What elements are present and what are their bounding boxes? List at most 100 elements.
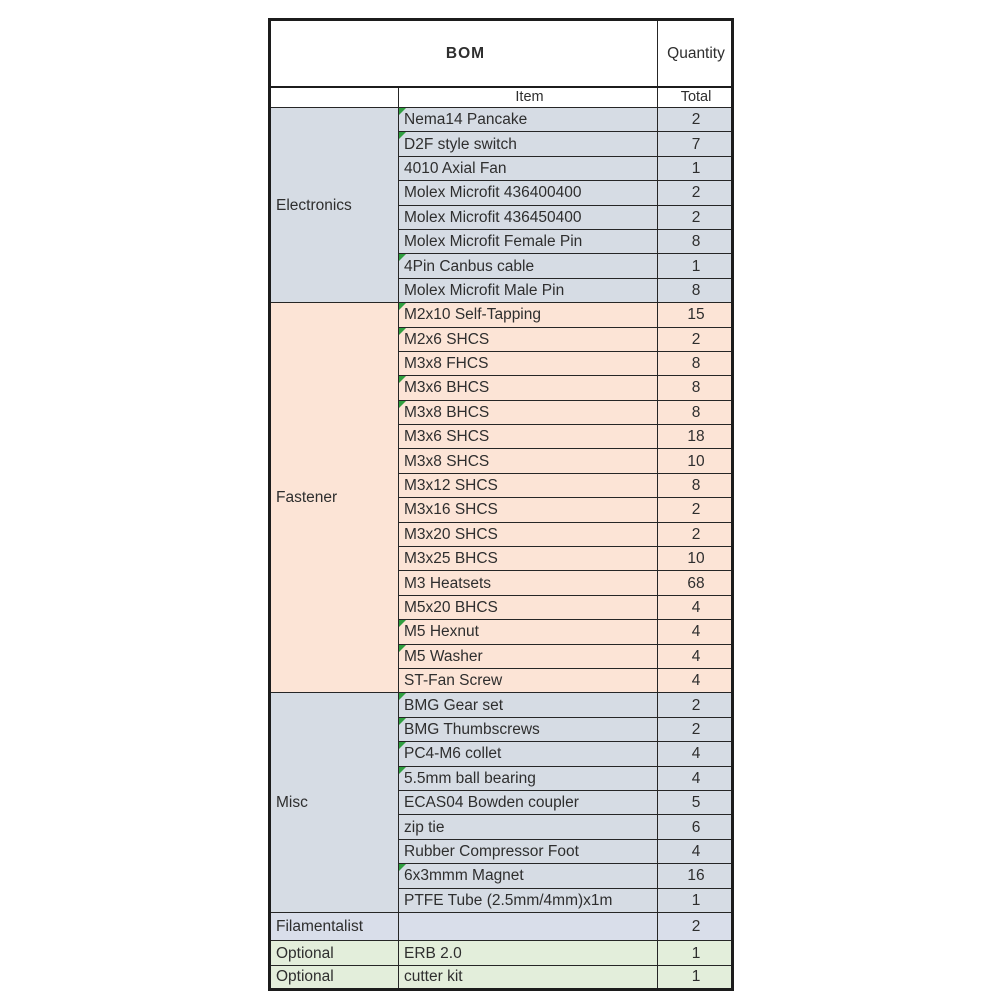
total-cell: 2: [657, 326, 734, 352]
item-cell: Molex Microfit 436400400: [397, 180, 659, 206]
item-cell cell-error-marker-icon: BMG Thumbscrews: [397, 716, 659, 743]
item-cell cell-error-marker-icon: M5 Hexnut: [397, 619, 659, 645]
total-cell: 10: [657, 546, 734, 572]
table-row: BMG Thumbscrews 2: [270, 716, 734, 743]
total-cell: 2: [657, 911, 734, 942]
table-row: D2F style switch 7: [270, 131, 734, 157]
bom-table: BOM Quantity Item Total Electronics Nema1…: [268, 18, 735, 992]
total-cell: 7: [657, 131, 734, 157]
table-row: ST-Fan Screw 4: [270, 667, 734, 694]
item-cell: 4010 Axial Fan: [397, 155, 659, 182]
item-cell: M3x8 SHCS: [397, 448, 659, 474]
table-row: M3x8 SHCS 10: [270, 448, 734, 474]
item-cell: M3x12 SHCS: [397, 472, 659, 499]
item-cell: cutter kit: [397, 964, 659, 991]
total-cell: 8: [657, 375, 734, 401]
category-cell-misc: Misc: [269, 692, 399, 913]
item-cell: M3x20 SHCS: [397, 521, 659, 548]
total-cell: 1: [657, 940, 734, 966]
total-cell: 4: [657, 667, 734, 694]
item-cell cell-error-marker-icon: Nema14 Pancake: [397, 106, 659, 133]
total-cell: 2: [657, 497, 734, 523]
table-row: M3x16 SHCS 2: [270, 497, 734, 523]
table-row: M3x6 SHCS 18: [270, 424, 734, 450]
item-cell cell-error-marker-icon: M2x10 Self-Tapping: [397, 302, 659, 328]
table-row: Molex Microfit 436400400 2: [270, 180, 734, 206]
item-cell: ECAS04 Bowden coupler: [397, 789, 659, 816]
category-cell-electronics: Electronics: [269, 106, 399, 304]
table-row: M3x8 FHCS 8: [270, 350, 734, 377]
table-row: 4010 Axial Fan 1: [270, 155, 734, 182]
total-cell: 1: [657, 155, 734, 182]
title-row: BOM Quantity: [268, 19, 734, 88]
category-column-header: [269, 86, 399, 108]
bom-rows: Electronics Nema14 Pancake 2 D2F style swit…: [269, 106, 734, 991]
table-row: Optional ERB 2.0 1: [269, 940, 734, 966]
total-cell: 2: [657, 716, 734, 743]
page-title: BOM: [268, 19, 659, 88]
item-cell cell-error-marker-icon: M3x6 BHCS: [397, 375, 659, 401]
item-cell: PTFE Tube (2.5mm/4mm)x1m: [397, 887, 659, 913]
item-cell cell-error-marker-icon: 5.5mm ball bearing: [397, 765, 659, 791]
item-cell: [397, 911, 659, 942]
total-cell: 4: [657, 765, 734, 791]
column-header-row: Item Total: [269, 86, 734, 108]
item-cell: Molex Microfit 436450400: [397, 204, 659, 230]
item-cell cell-error-marker-icon: PC4-M6 collet: [397, 741, 659, 767]
item-cell cell-error-marker-icon: M2x6 SHCS: [397, 326, 659, 352]
category-cell-filamentalist: Filamentalist: [269, 911, 399, 942]
table-row: PTFE Tube (2.5mm/4mm)x1m 1: [270, 887, 734, 913]
total-cell: 10: [657, 448, 734, 474]
total-cell: 8: [657, 228, 734, 255]
item-cell: Molex Microfit Female Pin: [397, 228, 659, 255]
table-row: M5 Washer 4: [270, 643, 734, 669]
total-cell: 1: [657, 253, 734, 279]
item-cell cell-error-marker-icon: M3x8 BHCS: [397, 399, 659, 426]
total-cell: 16: [657, 863, 734, 889]
category-cell-optional: Optional: [269, 964, 399, 991]
item-cell: Molex Microfit Male Pin: [397, 277, 659, 304]
table-row: Optional cutter kit 1: [269, 964, 734, 991]
table-row: Molex Microfit 436450400 2: [270, 204, 734, 230]
item-cell: zip tie: [397, 814, 659, 840]
table-row: Molex Microfit Male Pin 8: [270, 277, 734, 304]
total-cell: 1: [657, 964, 734, 991]
total-cell: 8: [657, 399, 734, 426]
table-row: Molex Microfit Female Pin 8: [270, 228, 734, 255]
total-cell: 2: [657, 106, 734, 133]
total-cell: 15: [657, 302, 734, 328]
table-row: 4Pin Canbus cable 1: [270, 253, 734, 279]
category-cell-optional: Optional: [269, 940, 399, 966]
item-cell: ERB 2.0: [397, 940, 659, 966]
bom-sheet: BOM Quantity Item Total Electronics Nema1…: [268, 18, 735, 992]
item-cell: M3 Heatsets: [397, 570, 659, 596]
category-cell-fastener: Fastener: [269, 302, 399, 694]
total-cell: 68: [657, 570, 734, 596]
table-row: M3x25 BHCS 10: [270, 546, 734, 572]
item-cell: M3x25 BHCS: [397, 546, 659, 572]
table-row: M3x6 BHCS 8: [270, 375, 734, 401]
item-cell cell-error-marker-icon: 6x3mmm Magnet: [397, 863, 659, 889]
total-cell: 8: [657, 472, 734, 499]
total-cell: 4: [657, 838, 734, 865]
item-cell cell-error-marker-icon: D2F style switch: [397, 131, 659, 157]
item-cell: M3x8 FHCS: [397, 350, 659, 377]
item-cell: ST-Fan Screw: [397, 667, 659, 694]
table-row: M3 Heatsets 68: [270, 570, 734, 596]
table-row: M5x20 BHCS 4: [270, 594, 734, 621]
total-cell: 4: [657, 594, 734, 621]
item-cell: M3x16 SHCS: [397, 497, 659, 523]
total-cell: 2: [657, 521, 734, 548]
item-cell: M3x6 SHCS: [397, 424, 659, 450]
total-cell: 4: [657, 643, 734, 669]
total-cell: 2: [657, 204, 734, 230]
item-cell cell-error-marker-icon: 4Pin Canbus cable: [397, 253, 659, 279]
total-cell: 4: [657, 741, 734, 767]
table-row: zip tie 6: [270, 814, 734, 840]
item-cell cell-error-marker-icon: BMG Gear set: [397, 692, 659, 718]
table-row: M3x8 BHCS 8: [270, 399, 734, 426]
quantity-column-header: Quantity: [657, 19, 734, 88]
total-cell: 8: [657, 350, 734, 377]
table-row: Misc BMG Gear set 2: [269, 692, 734, 913]
total-cell: 2: [657, 692, 734, 718]
